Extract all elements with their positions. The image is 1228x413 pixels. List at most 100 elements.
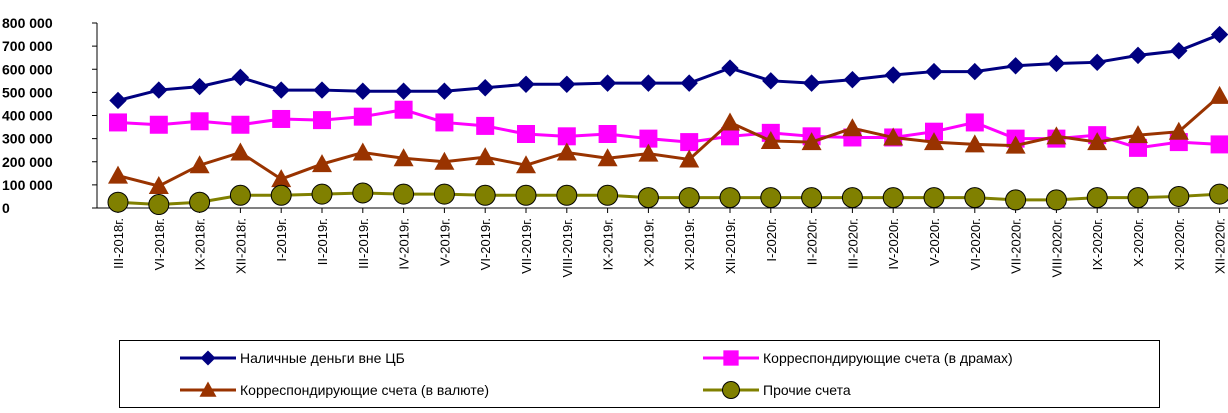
data-point	[1209, 85, 1228, 104]
data-point	[476, 116, 495, 135]
x-tick-label: X-2020г.	[1131, 218, 1146, 267]
data-point	[1127, 187, 1149, 209]
y-tick-label: 100 000	[2, 177, 53, 193]
x-tick-label: XI-2019г.	[682, 218, 697, 270]
legend-item-corr-fx: Корреспондирующие счета (в валюте)	[180, 380, 489, 400]
series-2	[109, 100, 1228, 157]
data-point	[841, 187, 863, 209]
legend-marker-triangle	[180, 381, 236, 397]
data-point	[394, 82, 413, 100]
data-point	[1129, 138, 1147, 157]
data-point	[1086, 187, 1108, 209]
legend-item-other: Прочие счета	[703, 380, 851, 400]
data-point	[1168, 185, 1190, 207]
data-point	[1046, 126, 1067, 145]
data-point	[802, 74, 821, 92]
data-point	[352, 182, 374, 204]
data-point	[109, 113, 127, 132]
data-point	[1168, 121, 1189, 140]
x-tick-label: IX-2018г.	[193, 218, 208, 270]
data-point	[1006, 57, 1025, 75]
series-line	[117, 108, 1220, 150]
data-point	[435, 82, 454, 100]
x-tick-label: XII-2020г.	[1213, 218, 1228, 274]
line-chart: 0 100 000 200 000 300 000 400 000 500 000 600 …	[2, 15, 1228, 278]
legend-item-cash: Наличные деньги вне ЦБ	[180, 348, 405, 368]
data-point	[639, 74, 658, 92]
data-point	[721, 127, 739, 146]
data-point	[762, 72, 780, 90]
chart-axes	[96, 23, 1228, 209]
legend-marker-square	[703, 350, 759, 366]
legend-label: Наличные деньги вне ЦБ	[240, 350, 405, 366]
y-tick-label: 500 000	[2, 84, 53, 100]
data-point	[679, 149, 700, 168]
y-tick-label: 400 000	[2, 108, 53, 124]
data-point	[680, 133, 699, 152]
data-point	[109, 91, 127, 110]
data-point	[108, 165, 128, 184]
data-point	[882, 187, 904, 209]
y-tick-label: 300 000	[2, 131, 53, 147]
x-tick-label: II-2019г.	[315, 218, 330, 265]
legend-label: Корреспондирующие счета (в драмах)	[763, 350, 1013, 366]
legend-marker	[200, 350, 216, 366]
data-point	[1209, 183, 1228, 205]
data-point	[353, 107, 372, 126]
data-point	[638, 143, 659, 162]
data-point	[964, 187, 986, 209]
x-tick-label: XI-2020г.	[1172, 218, 1187, 270]
data-point	[231, 115, 250, 134]
series-line	[117, 94, 1221, 188]
legend-label: Корреспондирующие счета (в валюте)	[240, 382, 490, 398]
chart-legend: Наличные деньги вне ЦБ Корреспондирующие…	[119, 340, 1160, 408]
data-point	[680, 74, 698, 92]
data-point	[597, 184, 619, 206]
data-point	[312, 154, 332, 173]
series-layer	[107, 25, 1228, 216]
data-point	[354, 82, 372, 100]
data-point	[313, 81, 331, 99]
series-4	[107, 182, 1228, 216]
x-tick-label: V-2019г.	[437, 218, 452, 266]
y-tick-label: 600 000	[2, 61, 53, 77]
data-point	[515, 184, 537, 206]
series-line	[117, 191, 1220, 207]
x-tick-label: VIII-2020г.	[1049, 218, 1064, 278]
data-point	[558, 75, 576, 93]
data-point	[966, 62, 984, 81]
data-point	[1210, 135, 1228, 154]
data-point	[230, 142, 251, 161]
legend-label: Прочие счета	[763, 382, 851, 398]
data-point	[1047, 54, 1066, 73]
legend-marker	[722, 381, 740, 399]
data-point	[1170, 42, 1188, 60]
y-axis-ticks: 0 100 000 200 000 300 000 400 000 500 000 600 …	[2, 15, 97, 216]
data-point	[1045, 189, 1067, 211]
data-point	[801, 187, 823, 209]
series-line	[117, 33, 1221, 102]
data-point	[517, 75, 535, 93]
data-point	[149, 115, 168, 134]
data-point	[517, 125, 535, 143]
data-point	[1210, 25, 1228, 44]
x-tick-label: III-2020г.	[845, 218, 860, 269]
data-point	[598, 74, 617, 92]
data-point	[434, 151, 455, 170]
x-tick-label: IV-2020г.	[886, 218, 901, 270]
legend-marker-diamond	[180, 350, 236, 366]
data-point	[843, 70, 862, 89]
x-tick-label: VI-2020г.	[968, 218, 983, 270]
data-point	[556, 142, 577, 161]
x-tick-label: VI-2018г.	[152, 218, 167, 270]
data-point	[475, 147, 496, 166]
data-point	[760, 130, 781, 149]
data-point	[598, 125, 617, 143]
data-point	[271, 169, 292, 188]
data-point	[924, 132, 944, 151]
data-point	[189, 155, 210, 174]
data-point	[760, 187, 782, 209]
x-tick-label: X-2019г.	[641, 218, 656, 267]
legend-marker	[199, 381, 217, 397]
x-tick-label: XII-2018г.	[233, 218, 248, 274]
